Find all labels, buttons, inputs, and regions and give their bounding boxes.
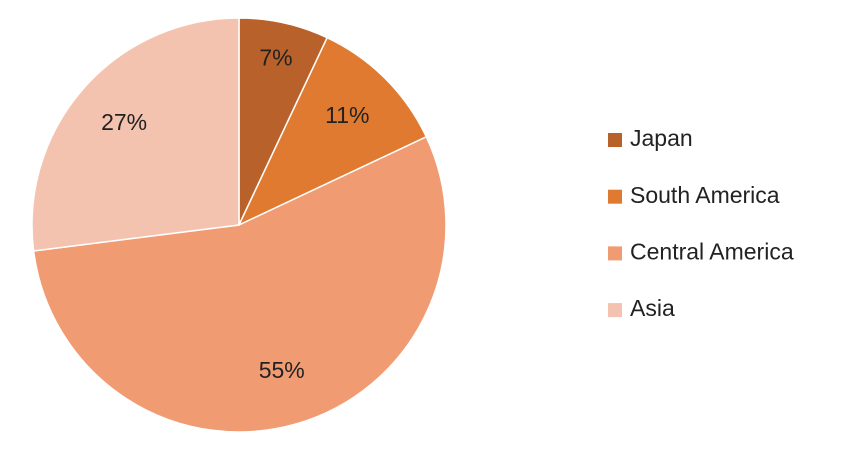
- legend-label: Japan: [630, 125, 693, 151]
- data-label: 11%: [325, 102, 369, 128]
- pie-slice: [31, 17, 240, 252]
- pie-slice: [237, 36, 428, 227]
- data-label: 27%: [101, 109, 147, 135]
- legend-swatch: [608, 303, 622, 318]
- data-label: 7%: [259, 44, 292, 70]
- legend-label: Central America: [630, 238, 794, 264]
- data-label: 55%: [259, 357, 305, 383]
- legend-swatch: [608, 189, 622, 204]
- legend-swatch: [608, 133, 622, 147]
- legend-label: Asia: [630, 295, 675, 321]
- legend-label: South America: [630, 182, 780, 208]
- pie-slice: [32, 135, 447, 433]
- legend-swatch: [608, 246, 622, 261]
